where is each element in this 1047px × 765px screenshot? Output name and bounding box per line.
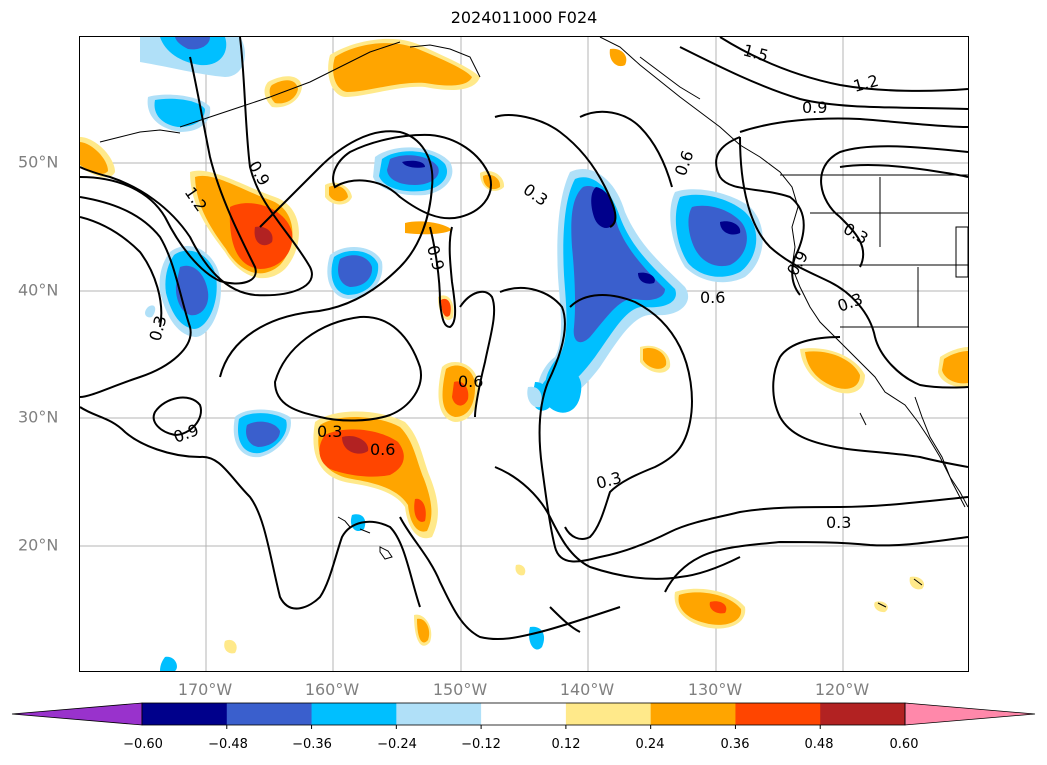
contour-label: 0.6: [370, 440, 395, 459]
contour-label: 0.9: [783, 247, 812, 279]
colorbar-tick-label: −0.12: [461, 737, 501, 752]
lon-label: 160°W: [304, 680, 360, 699]
colorbar-bin: [396, 703, 482, 725]
lat-label: 50°N: [18, 152, 59, 172]
lon-label: 140°W: [559, 680, 615, 699]
map-panel: 1.5 1.2 0.9 0.9 0.6 0.3 0.3 0.3 0.9 1.2 …: [79, 36, 969, 672]
colorbar-tick-label: 0.24: [635, 737, 665, 752]
contour-label: 0.3: [835, 289, 865, 316]
contour-label: 0.3: [520, 180, 552, 210]
colorbar-tick-label: −0.24: [377, 737, 417, 752]
colorbar-bin: [565, 703, 652, 725]
colorbar-tick-label: 0.12: [551, 737, 581, 752]
colorbar-bin: [735, 703, 821, 725]
coastlines: [99, 37, 968, 608]
contour-label: 0.9: [423, 243, 448, 273]
contour-label: 0.6: [671, 148, 698, 178]
contour-label: 0.3: [317, 422, 342, 441]
colorbar-outline: [141, 702, 906, 726]
lat-label: 20°N: [18, 535, 59, 555]
colorbar-bin: [481, 703, 567, 725]
colorbar-extend-low: [11, 702, 143, 726]
contour-label: 0.6: [700, 288, 725, 307]
contour-label: 0.9: [802, 98, 827, 117]
colorbar-bin: [311, 703, 397, 725]
contour-label: 1.5: [741, 41, 771, 66]
colorbar-tick-label: 0.36: [720, 737, 750, 752]
colorbar-tick-label: 0.48: [804, 737, 834, 752]
colorbar: [11, 702, 1036, 729]
contour-label: 1.2: [851, 71, 881, 96]
contour-label: 0.3: [594, 468, 624, 493]
colorbar-tick-label: 0.60: [889, 737, 919, 752]
colorbar-tick-label: −0.60: [123, 737, 163, 752]
lat-label: 30°N: [18, 407, 59, 427]
colorbar-bin: [142, 703, 228, 725]
contour-label: 0.6: [458, 372, 483, 391]
lon-label: 170°W: [177, 680, 233, 699]
graticule: [80, 37, 968, 671]
colorbar-tick-label: −0.36: [292, 737, 332, 752]
contour-label: 0.3: [826, 513, 851, 532]
lat-label: 40°N: [18, 280, 59, 300]
contour-label: 0.3: [146, 314, 171, 344]
map-canvas: 1.5 1.2 0.9 0.9 0.6 0.3 0.3 0.3 0.9 1.2 …: [80, 37, 968, 671]
colorbar-bin: [226, 703, 313, 725]
lon-label: 120°W: [814, 680, 870, 699]
lon-label: 130°W: [687, 680, 743, 699]
lon-label: 150°W: [432, 680, 488, 699]
shaded-anomalies: [80, 37, 968, 671]
chart-title: 2024011000 F024: [450, 8, 598, 27]
colorbar-tick-label: −0.48: [208, 737, 248, 752]
colorbar-bin: [650, 703, 736, 725]
colorbar-bin: [820, 703, 906, 725]
contour-lines: [80, 37, 968, 641]
colorbar-extend-high: [904, 702, 1036, 726]
contour-label: 0.3: [840, 219, 872, 248]
